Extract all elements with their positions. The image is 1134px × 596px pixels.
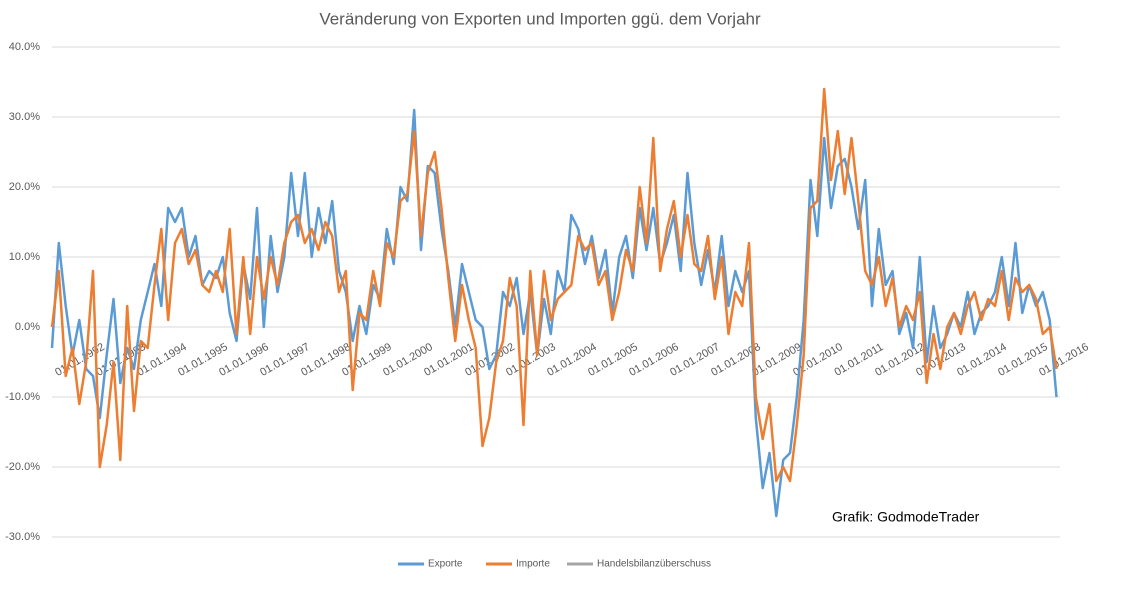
legend-label: Handelsbilanzüberschuss — [597, 559, 711, 570]
y-tick-label: -10.0% — [5, 391, 40, 403]
annotation: Grafik: GodmodeTrader — [832, 509, 980, 525]
series-line — [50, 87, 1058, 483]
y-tick-label: 40.0% — [9, 41, 40, 53]
chart-title: Veränderung von Exporten und Importen gg… — [319, 9, 761, 28]
legend-label: Exporte — [428, 559, 463, 570]
y-tick-label: -30.0% — [5, 531, 40, 543]
legend-label: Importe — [516, 559, 550, 570]
series-line — [50, 108, 1058, 518]
y-tick-label: 30.0% — [9, 111, 40, 123]
y-tick-label: 20.0% — [9, 181, 40, 193]
y-tick-label: -20.0% — [5, 461, 40, 473]
y-tick-label: 10.0% — [9, 251, 40, 263]
y-tick-label: 0.0% — [15, 321, 40, 333]
